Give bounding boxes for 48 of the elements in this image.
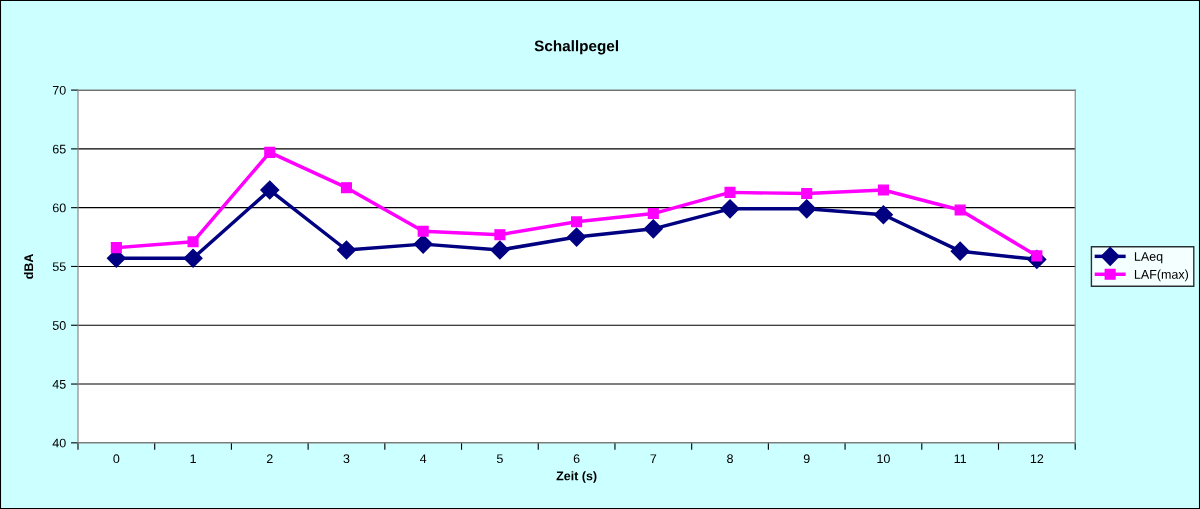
x-tick-label: 11 [954,454,967,463]
y-tick-label: 55 [52,262,66,272]
y-axis-title: dBA [23,253,34,279]
x-tick-label: 12 [1030,454,1044,463]
point [724,186,736,198]
x-axis-title: Zeit (s) [556,471,597,483]
x-tick-label: 5 [496,454,503,464]
point [264,146,276,158]
point [110,242,122,254]
legend-label: LAeq [1134,252,1163,264]
y-tick-label: 45 [52,379,66,389]
x-tick-label: 3 [343,454,350,464]
point [490,240,510,260]
point [187,236,199,248]
point [950,241,970,261]
x-tick-label: 7 [650,454,657,463]
x-tick-label: 0 [113,454,120,464]
x-tick-label: 8 [727,454,733,464]
x-tick-label: 6 [573,454,580,464]
x-tick-label: 2 [266,454,273,463]
point [954,204,966,216]
point [873,205,893,225]
point [417,225,429,237]
point [260,180,280,200]
point [647,207,659,220]
y-tick-label: 70 [52,85,66,95]
point [340,182,353,194]
x-tick-label: 1 [190,454,196,463]
x-tick-label: 10 [877,454,890,464]
y-tick-label: 60 [52,203,66,213]
x-tick-label: 4 [420,454,427,463]
point [494,229,506,241]
point [183,248,203,268]
point [643,219,663,239]
point [567,227,587,247]
point [801,188,813,200]
x-tick-label: 9 [803,454,810,464]
y-tick-label: 50 [52,321,66,330]
point [571,216,583,228]
chart-title: Schallpegel [534,40,618,55]
y-tick-label: 65 [52,144,66,154]
point [336,240,357,260]
y-tick-label: 40 [52,438,66,448]
point [413,234,433,254]
point [877,184,889,196]
point [720,199,740,219]
point [797,199,817,219]
legend-label: LAF(max) [1134,269,1189,282]
